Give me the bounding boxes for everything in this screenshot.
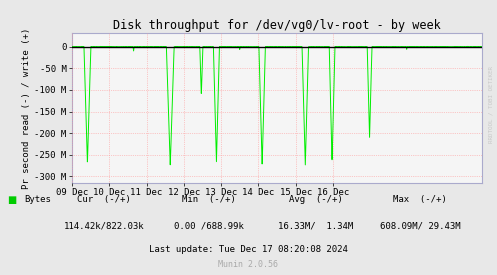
Text: 608.09M/ 29.43M: 608.09M/ 29.43M [380,221,460,230]
Text: 16.33M/  1.34M: 16.33M/ 1.34M [278,221,353,230]
Text: ■: ■ [7,195,17,205]
Text: Max  (-/+): Max (-/+) [393,195,447,204]
Text: 114.42k/822.03k: 114.42k/822.03k [64,221,145,230]
Text: 0.00 /688.99k: 0.00 /688.99k [174,221,244,230]
Title: Disk throughput for /dev/vg0/lv-root - by week: Disk throughput for /dev/vg0/lv-root - b… [113,19,441,32]
Y-axis label: Pr second read (-) / write (+): Pr second read (-) / write (+) [22,27,31,189]
Text: Munin 2.0.56: Munin 2.0.56 [219,260,278,269]
Text: Cur  (-/+): Cur (-/+) [78,195,131,204]
Text: Last update: Tue Dec 17 08:20:08 2024: Last update: Tue Dec 17 08:20:08 2024 [149,245,348,254]
Text: RRDTOOL / TOBI OETIKER: RRDTOOL / TOBI OETIKER [489,66,494,143]
Text: Avg  (-/+): Avg (-/+) [289,195,342,204]
Text: Bytes: Bytes [24,195,51,204]
Text: Min  (-/+): Min (-/+) [182,195,236,204]
